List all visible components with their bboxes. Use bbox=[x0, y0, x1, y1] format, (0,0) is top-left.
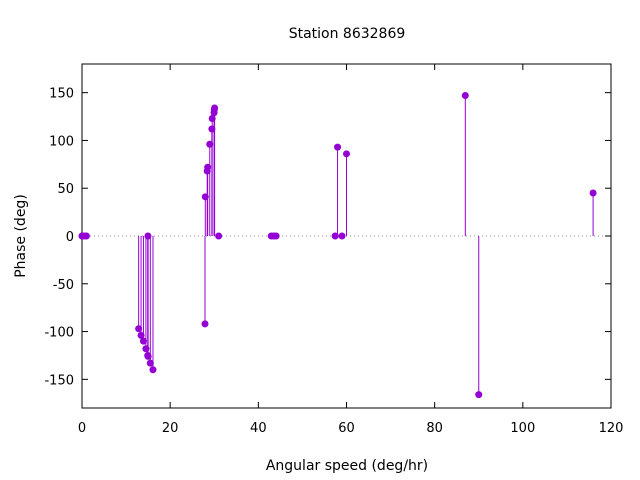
data-point bbox=[201, 320, 209, 328]
chart-title: Station 8632869 bbox=[289, 26, 406, 42]
data-point bbox=[82, 232, 90, 240]
data-point bbox=[208, 114, 216, 122]
y-tick-label: -50 bbox=[53, 278, 74, 293]
data-point bbox=[208, 125, 216, 133]
x-tick-label: 60 bbox=[338, 421, 355, 436]
y-tick-label: 50 bbox=[57, 182, 74, 197]
y-tick-label: -100 bbox=[44, 326, 74, 341]
y-tick-label: 150 bbox=[49, 87, 74, 102]
marks-layer bbox=[78, 92, 597, 399]
data-point bbox=[201, 193, 209, 201]
x-tick-label: 40 bbox=[250, 421, 267, 436]
data-point bbox=[211, 104, 219, 112]
data-point bbox=[135, 325, 143, 333]
data-point bbox=[144, 232, 152, 240]
x-tick-label: 20 bbox=[162, 421, 179, 436]
data-point bbox=[206, 140, 214, 148]
x-tick-label: 80 bbox=[426, 421, 443, 436]
x-tick-label: 0 bbox=[78, 421, 86, 436]
data-point bbox=[149, 366, 157, 374]
data-point bbox=[589, 189, 597, 197]
data-point bbox=[272, 232, 280, 240]
x-tick-label: 120 bbox=[599, 421, 624, 436]
data-point bbox=[343, 150, 350, 158]
ticks-layer: 0 20 40 60 80 100 120 -150 -100 -50 0 50 100 150 bbox=[44, 64, 623, 436]
data-point bbox=[215, 232, 223, 240]
data-point bbox=[137, 331, 145, 339]
data-point bbox=[139, 337, 147, 345]
data-point bbox=[475, 391, 483, 399]
x-axis-title: Angular speed (deg/hr) bbox=[266, 458, 428, 474]
y-tick-label: 100 bbox=[49, 134, 74, 149]
y-tick-label: -150 bbox=[44, 373, 74, 388]
data-point bbox=[461, 92, 469, 100]
data-point bbox=[204, 163, 212, 171]
y-axis-title: Phase (deg) bbox=[13, 194, 29, 278]
x-tick-label: 100 bbox=[510, 421, 535, 436]
y-tick-label: 0 bbox=[66, 230, 74, 245]
data-point bbox=[146, 359, 154, 367]
data-point bbox=[338, 232, 346, 240]
data-point bbox=[142, 345, 150, 353]
data-point bbox=[144, 352, 152, 360]
data-point bbox=[331, 232, 339, 240]
data-point bbox=[334, 143, 342, 151]
